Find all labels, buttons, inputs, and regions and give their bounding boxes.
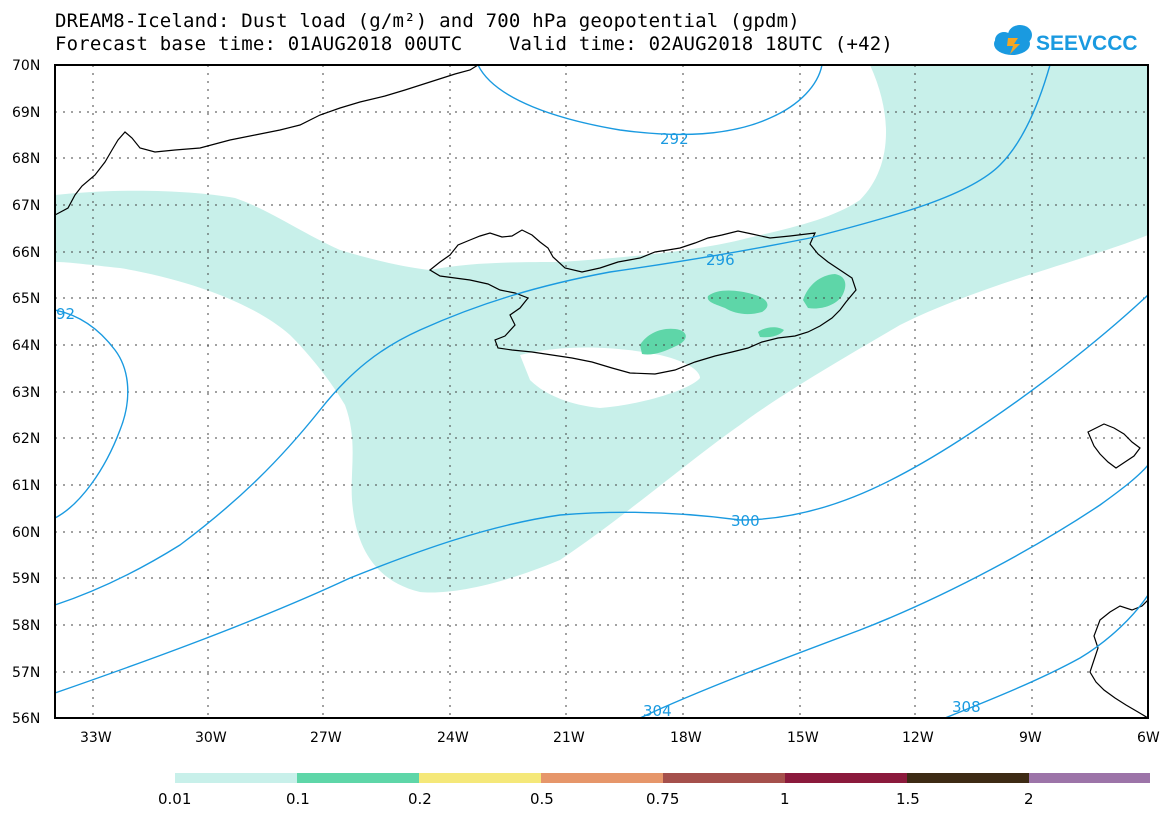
contour-label: 300 bbox=[731, 512, 760, 530]
longitude-axis: 33W 30W 27W 24W 21W 18W 15W 12W 9W 6W bbox=[80, 730, 1160, 746]
lat-label: 64N bbox=[12, 338, 40, 354]
legend-swatch bbox=[907, 773, 1029, 783]
lon-label: 24W bbox=[437, 730, 469, 746]
dust-area-light bbox=[55, 65, 1148, 593]
lat-label: 56N bbox=[12, 711, 40, 727]
legend-swatch bbox=[175, 773, 297, 783]
lon-label: 33W bbox=[80, 730, 112, 746]
contour-label: 292 bbox=[660, 130, 689, 148]
map-border bbox=[54, 64, 1149, 719]
legend-label: 0.01 bbox=[158, 790, 191, 808]
lon-label: 6W bbox=[1137, 730, 1160, 746]
lat-label: 67N bbox=[12, 198, 40, 214]
contour-308 bbox=[944, 594, 1148, 718]
lon-label: 18W bbox=[670, 730, 702, 746]
contour-label: 308 bbox=[952, 698, 981, 716]
dust-patch bbox=[758, 327, 784, 338]
lat-label: 58N bbox=[12, 618, 40, 634]
legend-label: 2 bbox=[1024, 790, 1034, 808]
lat-label: 60N bbox=[12, 525, 40, 541]
color-legend: 0.01 0.1 0.2 0.5 0.75 1 1.5 2 bbox=[158, 773, 1150, 808]
lat-label: 57N bbox=[12, 665, 40, 681]
scotland-coast bbox=[1089, 599, 1148, 718]
map-title: DREAM8-Iceland: Dust load (g/m²) and 700… bbox=[55, 10, 800, 32]
lon-label: 27W bbox=[310, 730, 342, 746]
greenland-coast bbox=[55, 65, 479, 216]
contour-304 bbox=[639, 464, 1148, 718]
dust-gap bbox=[520, 347, 700, 408]
legend-swatch bbox=[663, 773, 785, 783]
lon-label: 12W bbox=[902, 730, 934, 746]
lon-label: 30W bbox=[195, 730, 227, 746]
seevccc-logo: SEEVCCC bbox=[994, 25, 1138, 55]
contour-296 bbox=[55, 65, 1051, 606]
coastlines bbox=[55, 65, 1148, 718]
legend-swatch bbox=[297, 773, 419, 783]
lat-label: 62N bbox=[12, 431, 40, 447]
contour-label: 304 bbox=[643, 702, 672, 720]
legend-swatch bbox=[541, 773, 663, 783]
lat-label: 63N bbox=[12, 385, 40, 401]
contour-292-west bbox=[55, 309, 129, 519]
contour-292-north bbox=[477, 65, 823, 136]
contour-label: 296 bbox=[706, 251, 735, 269]
lat-label: 59N bbox=[12, 571, 40, 587]
legend-swatch bbox=[1029, 773, 1150, 783]
lat-label: 66N bbox=[12, 245, 40, 261]
geopotential-contours bbox=[55, 65, 1148, 718]
legend-swatch bbox=[785, 773, 907, 783]
faroe-coast bbox=[1087, 423, 1141, 469]
contour-300 bbox=[55, 294, 1148, 694]
lat-label: 61N bbox=[12, 478, 40, 494]
lon-label: 9W bbox=[1019, 730, 1042, 746]
cloud-icon bbox=[994, 25, 1032, 55]
forecast-times: Forecast base time: 01AUG2018 00UTC Vali… bbox=[55, 33, 894, 55]
lon-label: 15W bbox=[787, 730, 819, 746]
legend-label: 0.1 bbox=[286, 790, 310, 808]
lon-label: 21W bbox=[553, 730, 585, 746]
dust-patch bbox=[640, 328, 686, 355]
dust-patch bbox=[803, 274, 846, 309]
lat-label: 69N bbox=[12, 105, 40, 121]
legend-label: 0.75 bbox=[646, 790, 679, 808]
logo-text: SEEVCCC bbox=[1036, 32, 1138, 55]
dust-patch bbox=[707, 290, 768, 315]
legend-label: 0.2 bbox=[408, 790, 432, 808]
legend-label: 1.5 bbox=[896, 790, 920, 808]
legend-swatch bbox=[419, 773, 541, 783]
latitude-axis: 70N 69N 68N 67N 66N 65N 64N 63N 62N 61N … bbox=[12, 58, 40, 727]
legend-label: 0.5 bbox=[530, 790, 554, 808]
lat-label: 65N bbox=[12, 291, 40, 307]
contour-label: 92 bbox=[56, 305, 75, 323]
legend-label: 1 bbox=[780, 790, 790, 808]
grid-lines bbox=[55, 65, 1148, 718]
lat-label: 70N bbox=[12, 58, 40, 74]
lat-label: 68N bbox=[12, 151, 40, 167]
iceland-coast bbox=[428, 229, 857, 375]
